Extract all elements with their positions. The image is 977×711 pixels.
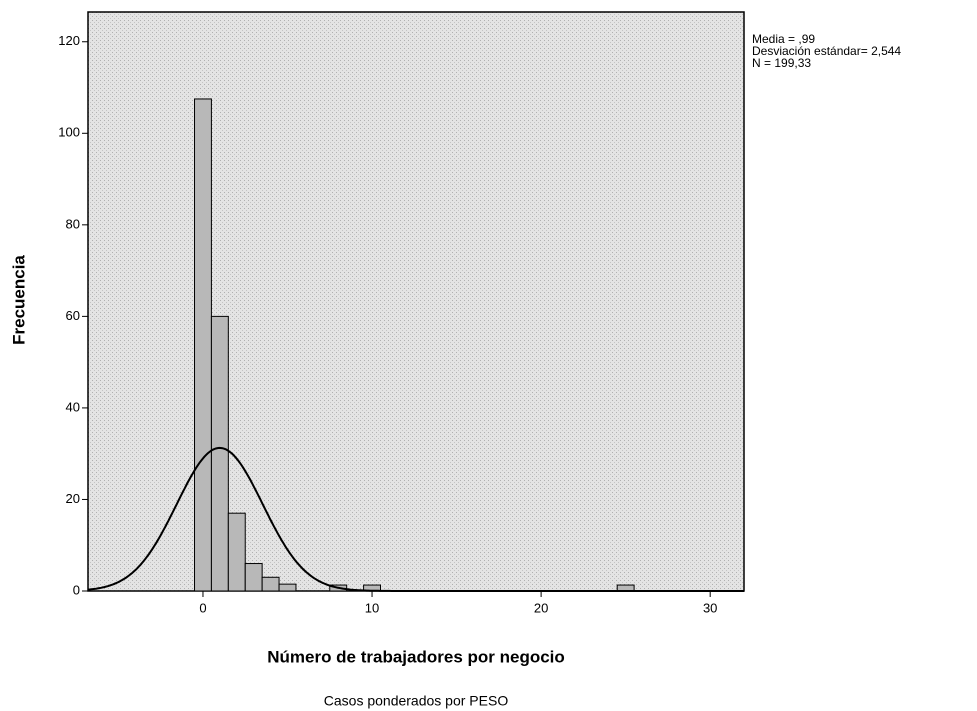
stat-label: N = 199,33 <box>752 56 811 70</box>
x-tick-label: 10 <box>365 600 379 615</box>
y-tick-label: 120 <box>58 33 80 48</box>
bar <box>227 512 246 592</box>
x-tick-label: 20 <box>534 600 548 615</box>
footnote: Casos ponderados por PESO <box>324 693 509 709</box>
bar <box>210 315 229 592</box>
bar <box>244 563 263 592</box>
y-tick-label: 40 <box>66 399 80 414</box>
y-tick-label: 100 <box>58 125 80 140</box>
bar <box>261 576 280 592</box>
y-tick-label: 20 <box>66 491 80 506</box>
bar <box>278 583 297 592</box>
plot-area <box>87 11 745 592</box>
y-tick-label: 60 <box>66 308 80 323</box>
normal-curve <box>87 446 744 592</box>
x-tick-label: 0 <box>199 600 206 615</box>
bar <box>194 98 212 592</box>
x-axis-label: Número de trabajadores por negocio <box>267 647 565 666</box>
stat-label: Media = ,99 <box>752 32 815 46</box>
x-tick-label: 30 <box>703 600 717 615</box>
y-tick-label: 0 <box>73 582 80 597</box>
y-tick-label: 80 <box>66 216 80 231</box>
stat-label: Desviación estándar= 2,544 <box>752 44 901 58</box>
y-axis-label: Frecuencia <box>9 255 28 345</box>
